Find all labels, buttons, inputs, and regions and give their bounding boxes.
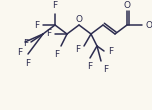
Text: F: F [52, 1, 58, 10]
Text: F: F [103, 65, 108, 74]
Text: F: F [25, 59, 31, 68]
Text: O: O [76, 16, 83, 25]
Text: F: F [108, 47, 113, 56]
Text: F: F [34, 20, 39, 29]
Text: F: F [23, 39, 28, 49]
Text: F: F [87, 62, 93, 71]
Text: F: F [17, 48, 22, 57]
Text: F: F [75, 45, 80, 53]
Text: F: F [46, 29, 51, 38]
Text: F: F [54, 50, 59, 59]
Text: OH: OH [146, 20, 152, 29]
Text: O: O [123, 2, 131, 10]
